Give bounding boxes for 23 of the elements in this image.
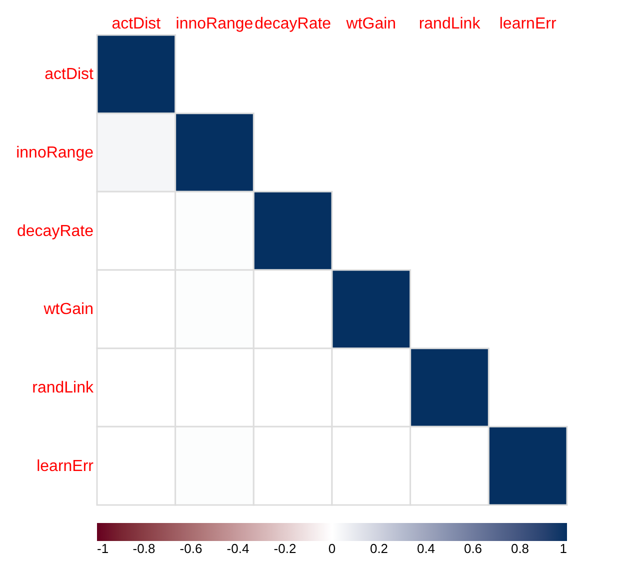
y-tick-label: innoRange bbox=[16, 144, 94, 162]
x-tick-label: innoRange bbox=[176, 16, 254, 32]
color-bar-label: -0.2 bbox=[274, 541, 296, 556]
x-tick-label: decayRate bbox=[254, 16, 332, 32]
color-bar-label: 0.6 bbox=[464, 541, 482, 556]
x-tick-label: actDist bbox=[112, 16, 162, 32]
color-bar-label: 1 bbox=[560, 541, 567, 556]
y-tick-label: randLink bbox=[32, 380, 94, 396]
color-bar-label: -0.4 bbox=[226, 541, 250, 556]
x-tick-label: wtGain bbox=[345, 16, 396, 32]
color-bar-label: 0.4 bbox=[416, 541, 436, 556]
x-tick-label: learnErr bbox=[499, 16, 557, 32]
color-bar-label: -1 bbox=[97, 541, 109, 556]
color-bar-label: -0.6 bbox=[180, 541, 202, 556]
y-tick-label: wtGain bbox=[42, 301, 94, 318]
color-bar-label: -0.8 bbox=[132, 541, 156, 556]
y-tick-label: decayRate bbox=[17, 222, 94, 240]
y-tick-label: learnErr bbox=[36, 458, 94, 475]
color-bar-label: 0 bbox=[328, 541, 336, 556]
color-bar-label: 0.2 bbox=[370, 541, 388, 556]
color-bar-label: 0.8 bbox=[510, 541, 530, 556]
x-tick-label: randLink bbox=[418, 16, 482, 32]
y-tick-label: actDist bbox=[44, 66, 94, 84]
